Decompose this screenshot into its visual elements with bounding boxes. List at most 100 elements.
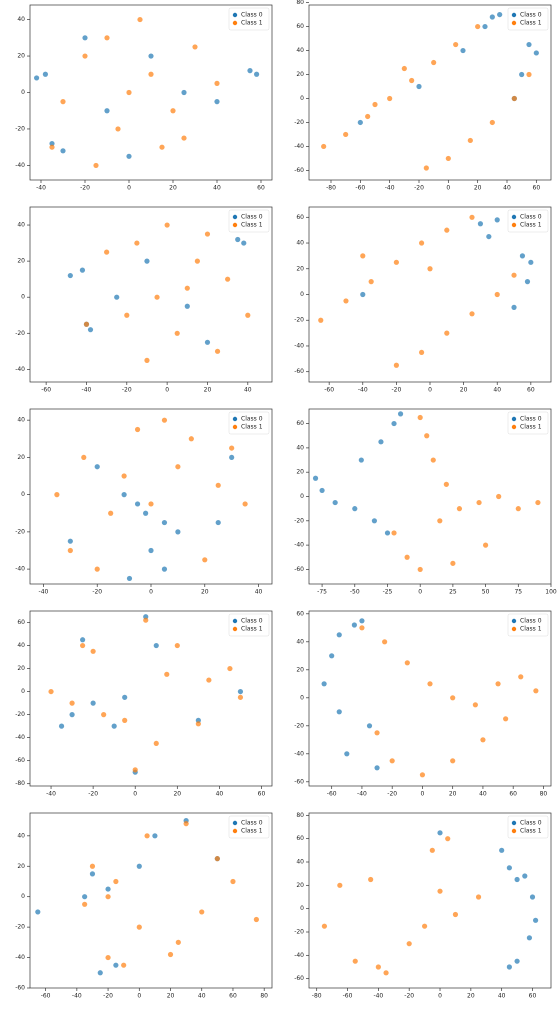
point <box>229 454 235 461</box>
legend-box <box>507 411 549 435</box>
point <box>204 339 211 345</box>
y-tick-label: 20 <box>17 454 25 461</box>
y-tick-label: 40 <box>296 444 304 451</box>
y-tick-label: -40 <box>294 342 304 349</box>
legend-box <box>507 7 549 31</box>
point <box>450 695 456 701</box>
x-tick-label: -60 <box>343 993 353 1000</box>
scatter-chart: -80 -60 -40 -20 0 20 40 60 -60 -40 -20 0 20 40 60 80 Cla… <box>294 812 552 1000</box>
legend-label: Class 0 <box>241 618 263 625</box>
x-tick-label: 60 <box>229 993 237 1000</box>
point <box>469 311 475 317</box>
point <box>511 304 517 310</box>
legend-label: Class 0 <box>520 820 542 827</box>
point <box>67 272 73 279</box>
point <box>87 327 94 333</box>
point <box>469 214 475 220</box>
y-tick-label: -20 <box>15 330 25 337</box>
x-tick-label: 40 <box>479 791 487 798</box>
point <box>423 165 429 171</box>
point <box>467 137 473 144</box>
y-tick-label: -20 <box>15 125 25 132</box>
point <box>143 510 149 516</box>
legend-label: Class 0 <box>520 12 542 19</box>
legend-box <box>507 613 549 637</box>
point <box>101 712 107 718</box>
point <box>184 303 190 309</box>
point <box>97 970 103 976</box>
point <box>489 119 495 126</box>
point <box>359 618 365 624</box>
point <box>495 681 501 687</box>
y-tick-label: 40 <box>296 240 304 247</box>
y-tick-label: 40 <box>17 222 25 229</box>
point <box>336 709 342 715</box>
point <box>357 119 363 126</box>
point <box>404 660 410 666</box>
x-tick-label: 60 <box>257 185 265 192</box>
y-tick-label: 40 <box>17 832 25 839</box>
y-tick-label: 0 <box>300 95 304 102</box>
x-tick-label: 0 <box>133 791 137 798</box>
y-tick-label: -40 <box>15 734 25 741</box>
point <box>319 487 325 494</box>
point <box>69 700 75 706</box>
point <box>391 420 397 427</box>
point <box>375 964 381 970</box>
legend-marker <box>511 20 517 26</box>
point <box>49 144 55 150</box>
scatter-chart: -60 -40 -20 0 20 40 60 80 -60 -40 -20 0 20 40 60 Class … <box>294 610 552 798</box>
point <box>533 688 539 694</box>
x-tick-label: -20 <box>404 993 414 1000</box>
point <box>159 144 165 150</box>
legend-marker <box>511 820 517 826</box>
x-tick-label: 60 <box>533 185 541 192</box>
scatter-chart: -60 -40 -20 0 20 40 60 -60 -40 -20 0 20 40 60 Class 0C… <box>294 206 552 394</box>
point <box>115 126 121 132</box>
point <box>188 436 194 442</box>
point <box>321 923 328 929</box>
x-tick-label: -40 <box>357 791 367 798</box>
point <box>114 294 120 300</box>
x-tick-label: 40 <box>213 185 221 192</box>
y-tick-label: 20 <box>296 265 304 272</box>
x-tick-label: 0 <box>428 387 432 394</box>
point <box>175 529 181 535</box>
point <box>497 11 503 18</box>
point <box>215 482 221 488</box>
point <box>445 836 451 842</box>
point <box>360 253 366 259</box>
x-tick-label: -20 <box>92 589 102 596</box>
legend-box <box>228 411 270 435</box>
point <box>214 348 221 354</box>
point <box>60 99 66 105</box>
x-tick-label: -60 <box>355 185 365 192</box>
point <box>170 108 176 114</box>
point <box>81 454 87 461</box>
y-tick-label: -60 <box>15 757 25 764</box>
x-tick-label: -80 <box>326 185 336 192</box>
point <box>416 83 422 90</box>
y-tick-label: -40 <box>15 954 25 961</box>
legend-box <box>507 209 549 233</box>
point <box>237 694 244 700</box>
y-tick-label: 60 <box>17 619 25 626</box>
legend-marker <box>232 214 238 220</box>
point <box>153 740 159 747</box>
point <box>241 240 247 246</box>
point <box>344 751 350 757</box>
point <box>184 285 190 291</box>
x-tick-label: 0 <box>149 589 153 596</box>
x-tick-label: 40 <box>198 993 206 1000</box>
point <box>475 23 481 30</box>
legend-marker <box>511 626 517 632</box>
point <box>181 89 187 96</box>
point <box>105 954 111 961</box>
point <box>94 566 100 572</box>
point <box>134 501 141 507</box>
point <box>383 970 389 976</box>
y-tick-label: -40 <box>15 366 25 373</box>
point <box>475 894 482 900</box>
